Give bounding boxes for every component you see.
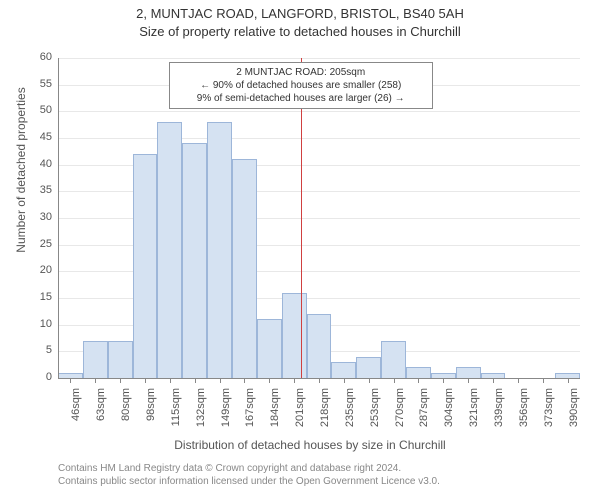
x-tick-label: 218sqm: [319, 388, 331, 438]
x-tick-label: 167sqm: [244, 388, 256, 438]
chart-title-address: 2, MUNTJAC ROAD, LANGFORD, BRISTOL, BS40…: [0, 6, 600, 21]
x-tick-label: 132sqm: [195, 388, 207, 438]
x-tick-label: 80sqm: [120, 388, 132, 438]
x-tick-label: 253sqm: [369, 388, 381, 438]
x-tick-label: 235sqm: [344, 388, 356, 438]
x-tick-label: 63sqm: [95, 388, 107, 438]
copyright-line-1: Contains HM Land Registry data © Crown c…: [58, 462, 440, 475]
chart-subtitle: Size of property relative to detached ho…: [0, 24, 600, 39]
annotation-line-1: 2 MUNTJAC ROAD: 205sqm: [176, 66, 426, 79]
x-tick: [344, 378, 345, 383]
x-tick: [369, 378, 370, 383]
x-tick-label: 270sqm: [394, 388, 406, 438]
x-tick-label: 149sqm: [220, 388, 232, 438]
x-tick-label: 287sqm: [418, 388, 430, 438]
x-tick: [294, 378, 295, 383]
histogram-bar: [456, 367, 481, 378]
histogram-bar: [381, 341, 406, 378]
annotation-line-3: 9% of semi-detached houses are larger (2…: [176, 92, 426, 105]
y-tick-label: 50: [26, 104, 52, 116]
x-tick-label: 98sqm: [145, 388, 157, 438]
y-axis-line: [58, 58, 59, 378]
x-tick-label: 46sqm: [70, 388, 82, 438]
histogram-bar: [356, 357, 381, 378]
y-tick-label: 25: [26, 238, 52, 250]
x-tick-label: 304sqm: [443, 388, 455, 438]
histogram-bar: [182, 143, 207, 378]
grid-line: [58, 111, 580, 112]
x-tick: [518, 378, 519, 383]
annotation-callout: 2 MUNTJAC ROAD: 205sqm ← 90% of detached…: [169, 62, 433, 109]
y-tick-label: 35: [26, 184, 52, 196]
x-axis-label: Distribution of detached houses by size …: [30, 438, 590, 452]
x-tick: [70, 378, 71, 383]
histogram-bar: [83, 341, 108, 378]
x-tick: [468, 378, 469, 383]
y-tick-label: 30: [26, 211, 52, 223]
histogram-bar: [331, 362, 356, 378]
x-tick: [418, 378, 419, 383]
property-size-histogram: 2, MUNTJAC ROAD, LANGFORD, BRISTOL, BS40…: [0, 0, 600, 500]
histogram-bar: [207, 122, 232, 378]
x-tick: [120, 378, 121, 383]
x-tick: [394, 378, 395, 383]
y-tick-label: 15: [26, 291, 52, 303]
y-tick-label: 40: [26, 158, 52, 170]
x-tick-label: 201sqm: [294, 388, 306, 438]
y-tick-label: 45: [26, 131, 52, 143]
x-tick-label: 373sqm: [543, 388, 555, 438]
y-tick-label: 0: [26, 371, 52, 383]
x-tick: [568, 378, 569, 383]
y-tick-label: 5: [26, 344, 52, 356]
x-tick: [244, 378, 245, 383]
x-tick: [95, 378, 96, 383]
histogram-bar: [406, 367, 431, 378]
y-tick-label: 55: [26, 78, 52, 90]
x-tick-label: 339sqm: [493, 388, 505, 438]
x-tick: [493, 378, 494, 383]
x-tick: [220, 378, 221, 383]
annotation-line-2: ← 90% of detached houses are smaller (25…: [176, 79, 426, 92]
x-tick: [443, 378, 444, 383]
y-tick-label: 10: [26, 318, 52, 330]
x-tick: [170, 378, 171, 383]
histogram-bar: [307, 314, 332, 378]
histogram-bar: [257, 319, 282, 378]
x-tick-label: 115sqm: [170, 388, 182, 438]
x-tick-label: 321sqm: [468, 388, 480, 438]
x-tick-label: 184sqm: [269, 388, 281, 438]
x-tick: [195, 378, 196, 383]
copyright-text: Contains HM Land Registry data © Crown c…: [58, 462, 440, 488]
x-tick-label: 390sqm: [568, 388, 580, 438]
x-tick-label: 356sqm: [518, 388, 530, 438]
histogram-bar: [133, 154, 158, 378]
histogram-bar: [108, 341, 133, 378]
x-tick: [269, 378, 270, 383]
grid-line: [58, 58, 580, 59]
y-tick-label: 60: [26, 51, 52, 63]
histogram-bar: [157, 122, 182, 378]
copyright-line-2: Contains public sector information licen…: [58, 475, 440, 488]
histogram-bar: [282, 293, 307, 378]
grid-line: [58, 138, 580, 139]
histogram-bar: [232, 159, 257, 378]
x-tick: [145, 378, 146, 383]
x-tick: [319, 378, 320, 383]
y-tick-label: 20: [26, 264, 52, 276]
x-tick: [543, 378, 544, 383]
